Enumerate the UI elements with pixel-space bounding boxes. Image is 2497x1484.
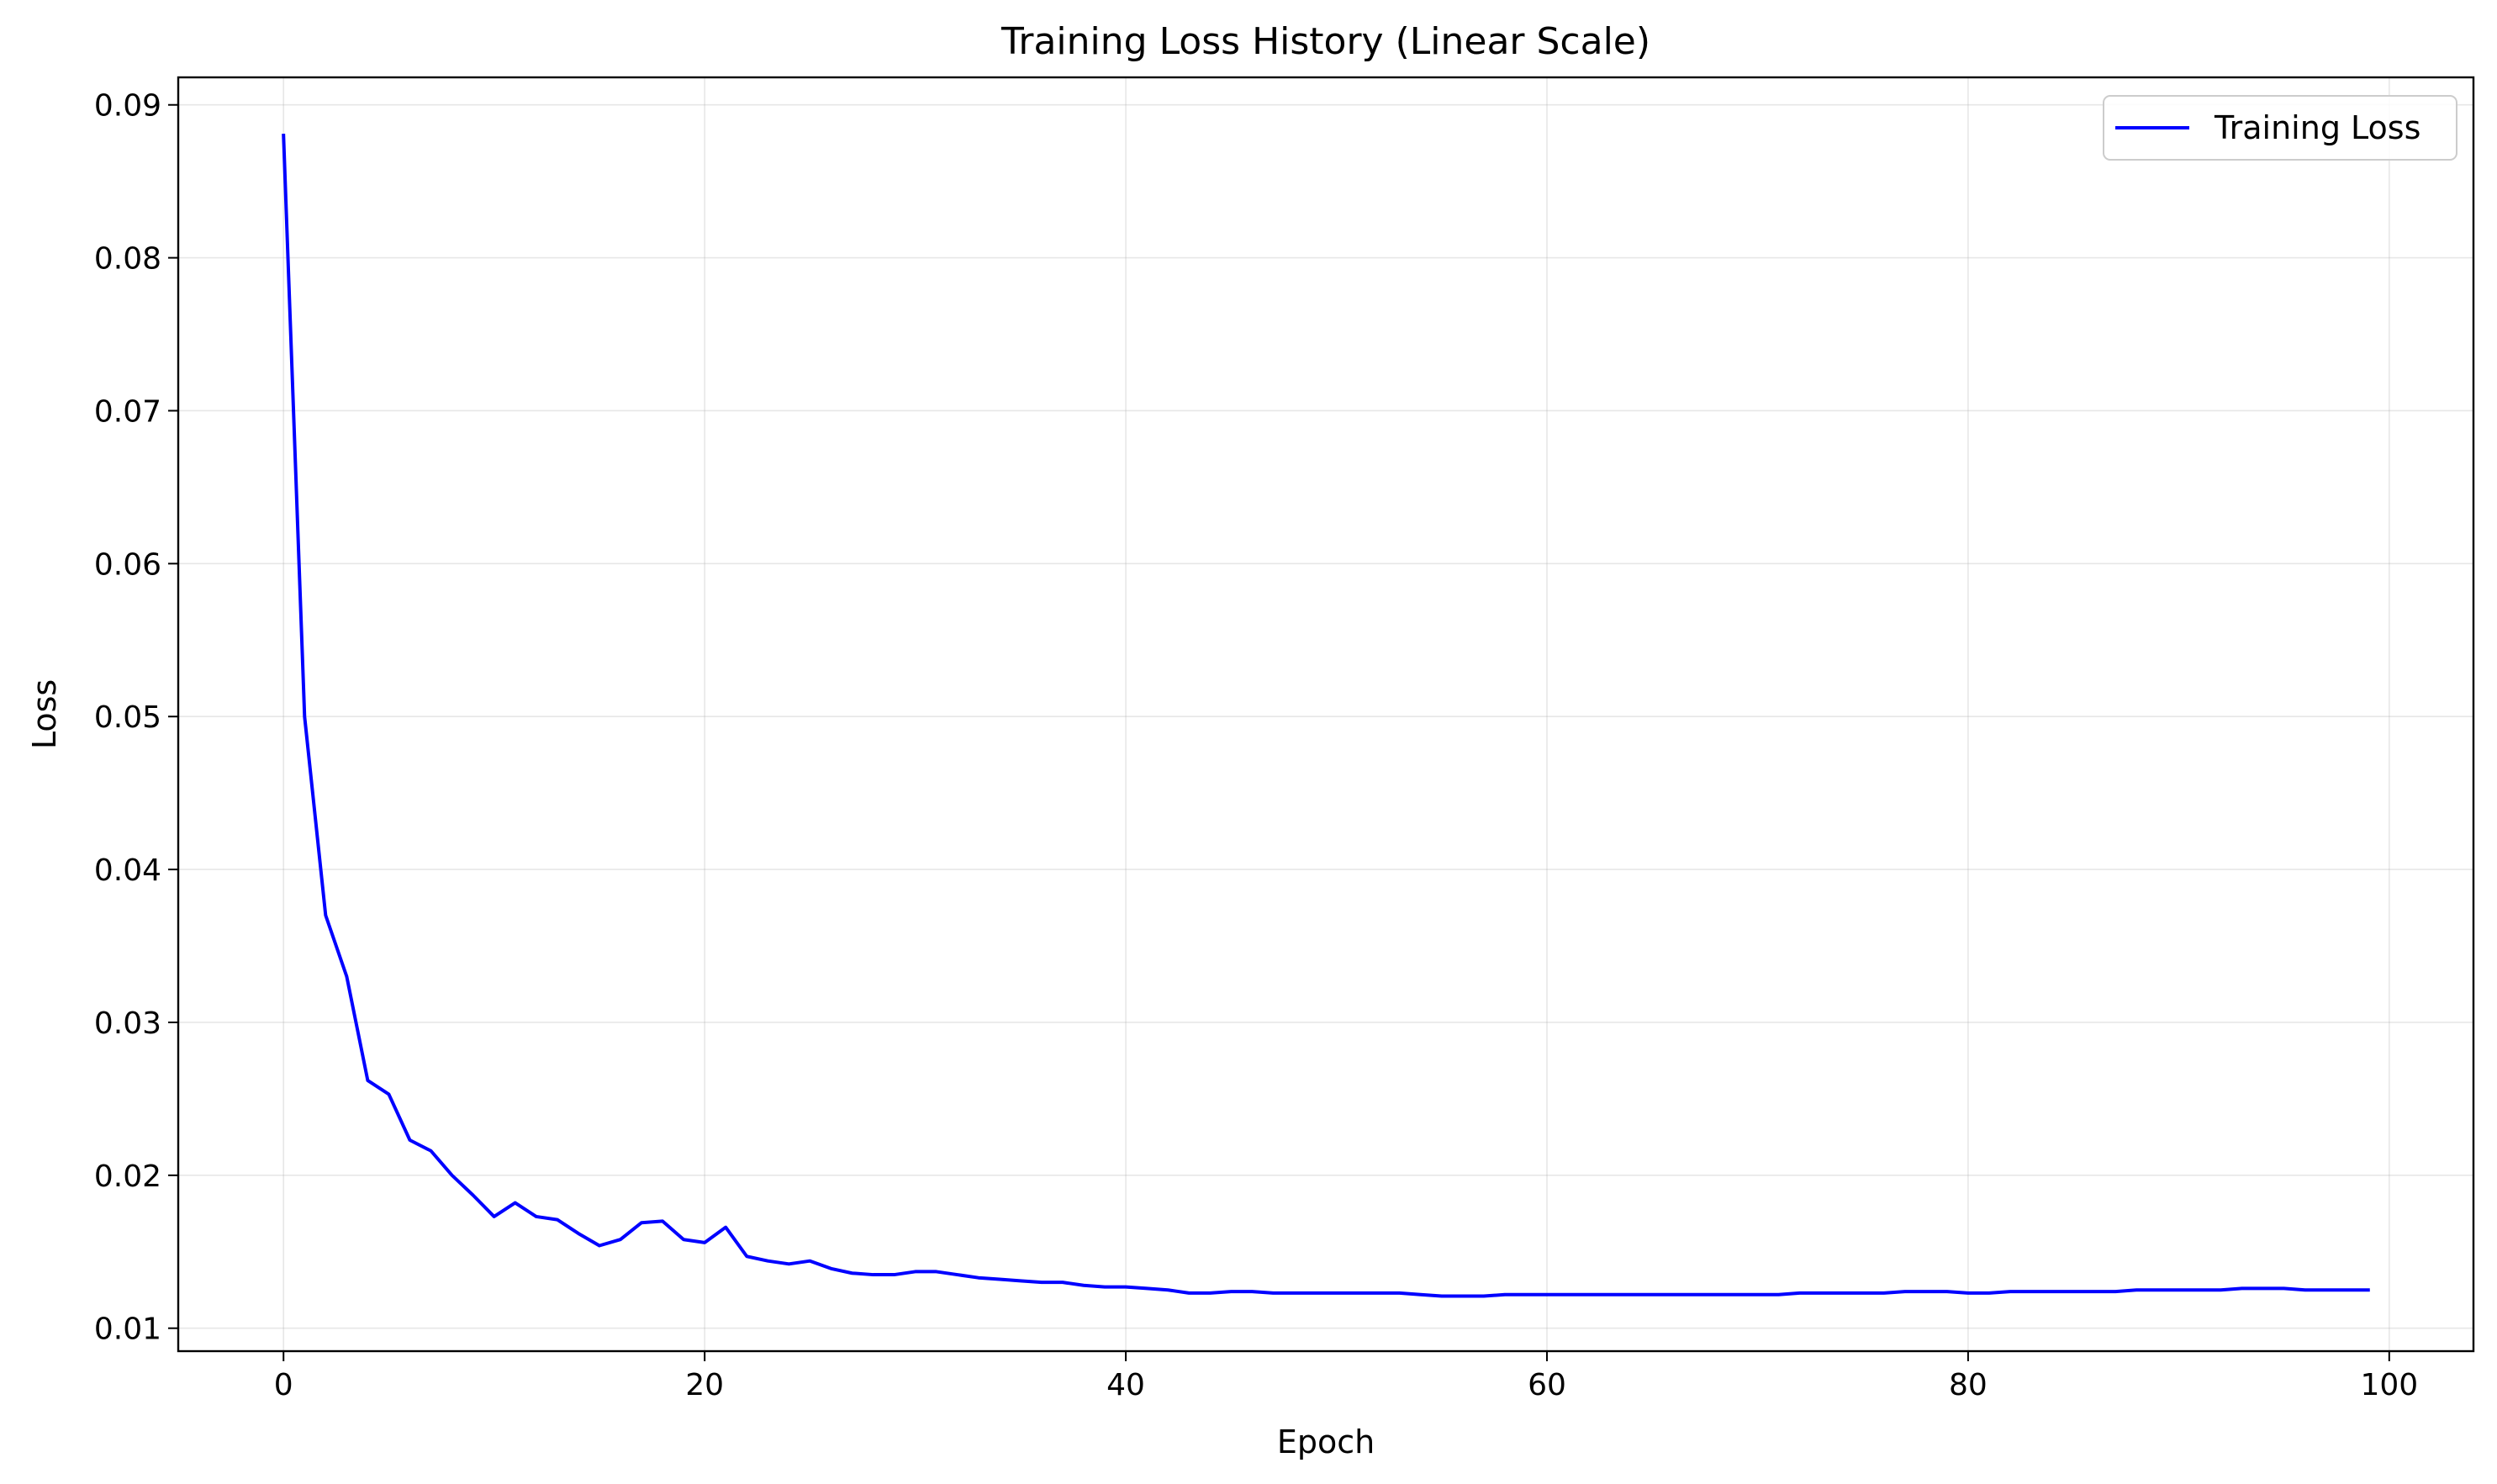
x-tick-label: 20 bbox=[685, 1368, 724, 1402]
x-tick-label: 80 bbox=[1949, 1368, 1988, 1402]
y-tick-label: 0.08 bbox=[94, 242, 161, 277]
x-axis-title: Epoch bbox=[1277, 1423, 1375, 1460]
plot-frame bbox=[177, 76, 2475, 1353]
legend-box bbox=[2103, 95, 2457, 161]
y-tick-label: 0.03 bbox=[94, 1006, 161, 1041]
x-tick-label: 40 bbox=[1106, 1368, 1145, 1402]
legend-label: Training Loss bbox=[2214, 109, 2420, 146]
y-tick-label: 0.09 bbox=[94, 89, 161, 124]
axis-ticks: 0 20 40 60 80 100 0.01 0.02 0.03 0.04 0.05 0.06 0.07… bbox=[94, 89, 2418, 1402]
x-tick-label: 100 bbox=[2360, 1368, 2418, 1402]
series-line-training-loss bbox=[282, 134, 2370, 1298]
y-tick-label: 0.04 bbox=[94, 853, 161, 888]
x-tick-label: 0 bbox=[274, 1368, 293, 1402]
y-tick-label: 0.01 bbox=[94, 1312, 161, 1347]
y-tick-label: 0.02 bbox=[94, 1159, 161, 1194]
y-tick-label: 0.07 bbox=[94, 394, 161, 429]
y-tick-label: 0.06 bbox=[94, 547, 161, 582]
x-tick-label: 60 bbox=[1528, 1368, 1566, 1402]
y-axis-title: Loss bbox=[26, 679, 63, 749]
grid-lines bbox=[178, 77, 2473, 1351]
legend: Training Loss bbox=[2103, 95, 2457, 161]
chart-title: Training Loss History (Linear Scale) bbox=[1000, 20, 1650, 63]
series-layer bbox=[282, 134, 2370, 1298]
y-tick-label: 0.05 bbox=[94, 700, 161, 735]
